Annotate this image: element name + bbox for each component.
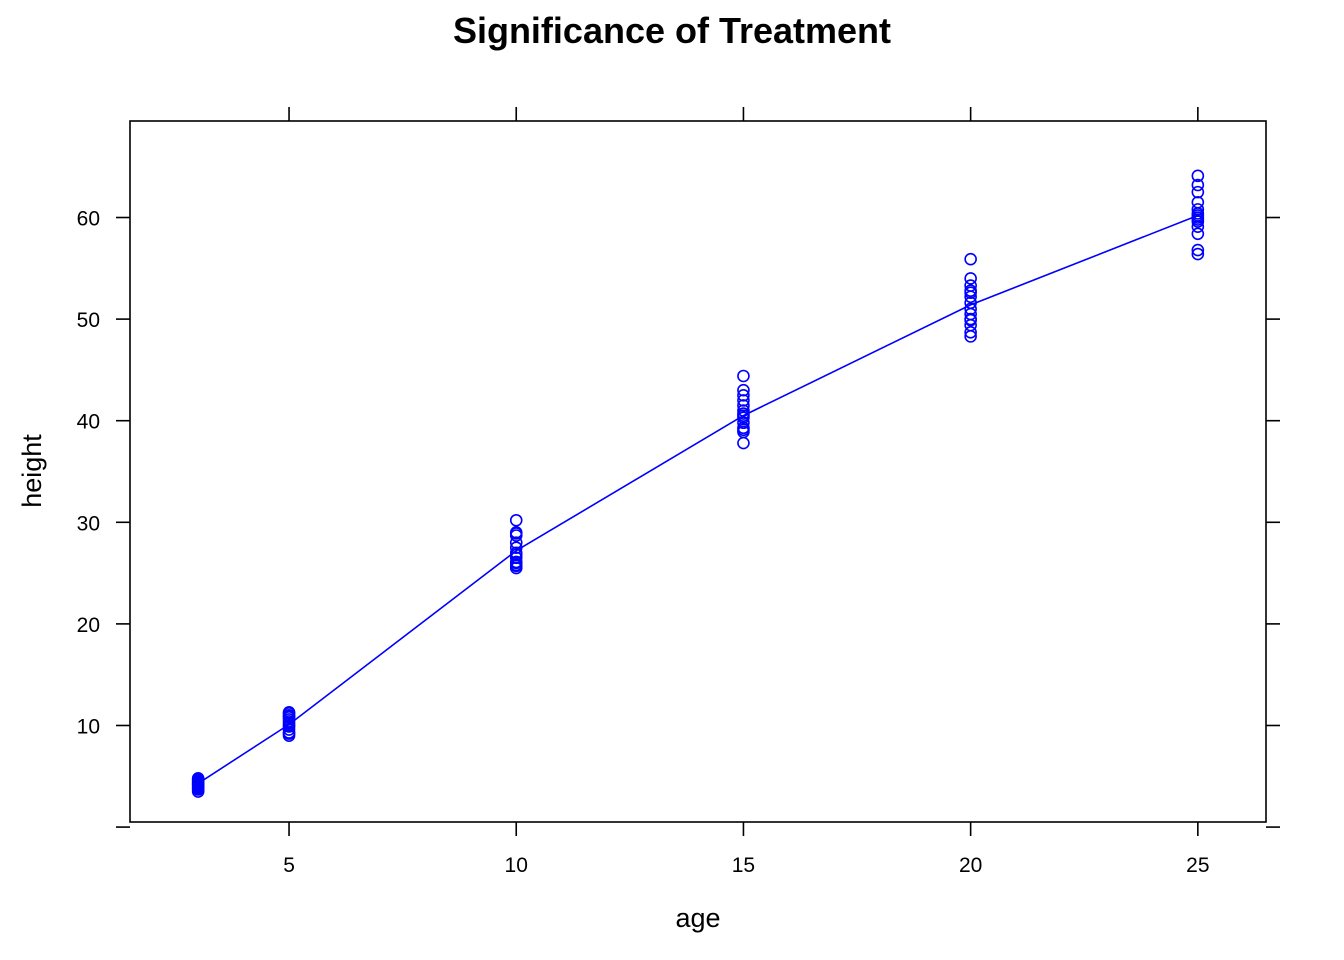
- x-tick-label: 5: [283, 854, 295, 877]
- data-point: [282, 710, 296, 723]
- data-point: [1191, 209, 1205, 222]
- data-point: [737, 404, 750, 417]
- data-point: [1191, 227, 1205, 241]
- data-point: [737, 409, 750, 422]
- data-point: [509, 513, 523, 527]
- data-point: [1191, 203, 1205, 216]
- data-point: [964, 279, 977, 292]
- data-point: [509, 548, 523, 562]
- data-point: [737, 369, 750, 383]
- tick-labels: 5 10 15 20 25 10 20 30 40 50 60: [77, 208, 1210, 877]
- x-axis-label: age: [675, 903, 720, 933]
- data-point: [964, 296, 977, 310]
- data-point: [509, 536, 523, 549]
- data-point: [1191, 243, 1205, 257]
- data-point: [1191, 185, 1205, 199]
- data-point: [282, 727, 296, 740]
- plot-frame: [129, 120, 1267, 823]
- x-tick-label: 15: [732, 854, 755, 877]
- data-point: [509, 541, 523, 554]
- data-point: [509, 527, 523, 540]
- data-point: [282, 705, 296, 719]
- y-tick-label: 50: [77, 309, 100, 332]
- x-tick-label: 10: [505, 854, 528, 877]
- x-tick-label: 20: [959, 854, 982, 877]
- y-tick-label: 20: [77, 614, 100, 637]
- data-point: [737, 399, 750, 412]
- data-point: [737, 389, 750, 402]
- data-point: [1191, 213, 1205, 226]
- data-point: [737, 423, 750, 437]
- data-point: [737, 394, 750, 407]
- data-point: [509, 556, 523, 570]
- x-tick-label: 25: [1186, 854, 1209, 877]
- data-point: [964, 272, 977, 285]
- y-axis-label: height: [17, 434, 47, 508]
- y-tick-label: 60: [77, 208, 100, 231]
- data-point: [191, 777, 205, 791]
- data-point: [964, 326, 977, 339]
- y-tick-label: 10: [77, 715, 100, 738]
- data-point: [1191, 169, 1205, 183]
- data-point: [191, 772, 205, 785]
- axis-ticks: [116, 107, 1280, 836]
- data-point: [964, 252, 977, 266]
- y-tick-label: 40: [77, 411, 100, 434]
- fit-line: [197, 214, 1199, 785]
- data-point: [964, 286, 977, 299]
- data-point: [191, 782, 205, 795]
- data-points: [191, 169, 1205, 798]
- chart-title: Significance of Treatment: [453, 10, 891, 51]
- data-point: [1191, 195, 1205, 209]
- data-point: [737, 436, 750, 450]
- y-tick-label: 30: [77, 512, 100, 535]
- data-point: [737, 383, 750, 397]
- data-point: [964, 313, 977, 327]
- data-point: [1191, 178, 1205, 192]
- data-point: [282, 719, 296, 732]
- data-point: [737, 416, 750, 430]
- data-point: [1191, 247, 1205, 261]
